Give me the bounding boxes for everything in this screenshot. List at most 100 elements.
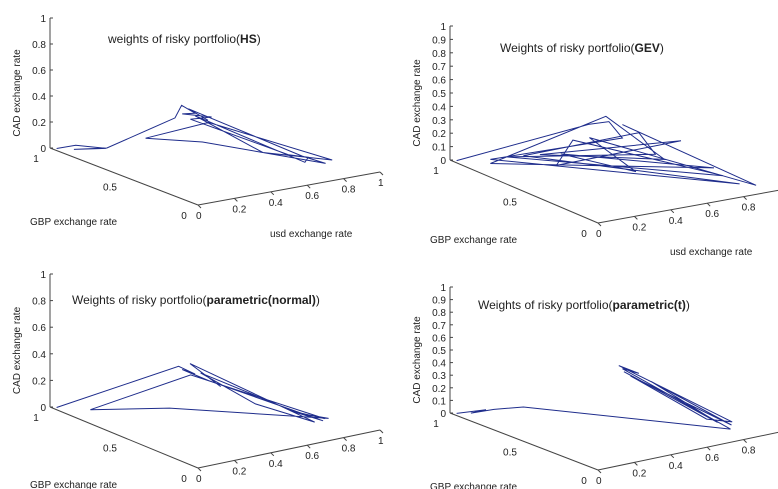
y-tick-label: 1	[433, 419, 439, 430]
chart-title: Weights of risky portfolio(parametric(no…	[72, 293, 320, 307]
y-tick-label: 1	[433, 166, 439, 177]
x-tick-mark	[379, 171, 384, 176]
z-axis-label: CAD exchange rate	[12, 306, 23, 394]
z-tick-label: 0.9	[432, 35, 446, 46]
z-tick-label: 0.2	[32, 376, 46, 387]
z-tick-label: 0.4	[32, 92, 46, 103]
x-tick-mark	[706, 446, 711, 451]
z-tick-label: 0.2	[32, 118, 46, 129]
z-axis-label: CAD exchange rate	[412, 316, 423, 404]
z-tick-label: 0.8	[32, 40, 46, 51]
x-tick-label: 0.2	[632, 468, 646, 479]
x-tick-label: 0.8	[742, 203, 756, 214]
x-axis-label: usd exchange rate	[270, 229, 353, 240]
x-tick-label: 0.8	[342, 185, 356, 196]
z-tick-label: 0.8	[32, 297, 46, 308]
chart-title: Weights of risky portfolio(parametric(t)…	[478, 298, 690, 312]
chart-title: Weights of risky portfolio(GEV)	[500, 41, 664, 55]
series-line	[56, 104, 333, 164]
y-axis-line	[49, 147, 199, 206]
x-tick-mark	[270, 191, 275, 196]
x-tick-label: 0.6	[305, 451, 319, 462]
z-tick-label: 0	[40, 144, 46, 155]
y-tick-label: 0	[181, 211, 187, 222]
x-tick-mark	[670, 209, 675, 214]
y-axis-label: GBP exchange rate	[430, 482, 518, 489]
x-tick-mark	[634, 216, 638, 220]
z-tick-label: 0.8	[432, 49, 446, 60]
y-axis-label: GBP exchange rate	[30, 217, 118, 228]
y-axis-label: GBP exchange rate	[430, 235, 518, 246]
x-tick-mark	[634, 462, 638, 466]
x-tick-mark	[743, 196, 747, 200]
x-tick-label: 0.4	[269, 198, 283, 209]
z-tick-label: 0.3	[432, 371, 446, 382]
y-tick-label: 1	[33, 154, 39, 165]
z-tick-label: 0.4	[32, 350, 46, 361]
z-tick-label: 0.9	[432, 296, 446, 307]
z-tick-label: 1	[40, 14, 46, 25]
series-line	[56, 363, 329, 423]
chart-panel-4: 00.20.40.60.8100.5100.10.20.30.40.50.60.…	[412, 283, 778, 489]
x-tick-label: 0.4	[669, 216, 683, 227]
x-tick-mark	[270, 452, 275, 457]
x-tick-mark	[306, 444, 311, 449]
y-tick-label: 0.5	[103, 183, 117, 194]
x-tick-label: 0.2	[232, 466, 246, 477]
y-tick-label: 0	[581, 229, 587, 240]
z-tick-label: 0.5	[432, 346, 446, 357]
z-tick-label: 0.6	[32, 323, 46, 334]
y-tick-label: 1	[33, 413, 39, 424]
z-axis-label: CAD exchange rate	[12, 49, 23, 137]
x-tick-label: 0.2	[632, 222, 646, 233]
z-tick-label: 1	[440, 283, 446, 294]
z-tick-label: 1	[40, 270, 46, 281]
x-axis-line	[197, 429, 381, 469]
x-tick-label: 0.4	[669, 461, 683, 472]
x-tick-mark	[597, 222, 602, 227]
x-tick-mark	[597, 469, 602, 474]
series-line	[456, 115, 757, 186]
x-tick-label: 0.4	[269, 459, 283, 470]
x-tick-mark	[234, 460, 238, 464]
x-tick-mark	[197, 204, 202, 209]
x-axis-line	[197, 171, 381, 206]
x-tick-label: 1	[378, 178, 384, 189]
y-tick-label: 0.5	[103, 444, 117, 455]
x-tick-mark	[306, 184, 311, 189]
y-axis-label: GBP exchange rate	[30, 480, 118, 489]
z-tick-label: 0.7	[432, 62, 446, 73]
x-tick-mark	[343, 178, 347, 182]
x-tick-label: 0.8	[342, 444, 356, 455]
z-tick-label: 0	[440, 156, 446, 167]
x-tick-label: 0.6	[305, 191, 319, 202]
z-tick-label: 0.1	[432, 396, 446, 407]
z-tick-label: 0.8	[432, 308, 446, 319]
x-tick-mark	[706, 202, 711, 207]
x-tick-mark	[743, 439, 747, 443]
z-tick-label: 0.6	[32, 66, 46, 77]
z-tick-label: 0.4	[432, 102, 446, 113]
z-tick-label: 0.6	[432, 333, 446, 344]
z-tick-label: 0.1	[432, 143, 446, 154]
z-tick-label: 0	[440, 409, 446, 420]
x-axis-line	[597, 189, 778, 224]
z-tick-label: 1	[440, 22, 446, 33]
z-tick-label: 0.2	[432, 129, 446, 140]
z-tick-label: 0.4	[432, 359, 446, 370]
z-tick-label: 0.6	[432, 76, 446, 87]
y-tick-label: 0.5	[503, 198, 517, 209]
x-tick-mark	[379, 429, 384, 434]
z-tick-label: 0.5	[432, 89, 446, 100]
x-tick-label: 0	[596, 476, 602, 487]
x-tick-label: 1	[378, 436, 384, 447]
chart-panel-2: 00.20.40.60.8100.5100.10.20.30.40.50.60.…	[412, 22, 778, 258]
x-tick-label: 0	[596, 229, 602, 240]
x-tick-label: 0.6	[705, 209, 719, 220]
y-axis-line	[49, 406, 199, 469]
y-tick-label: 0.5	[503, 448, 517, 459]
z-tick-label: 0.7	[432, 321, 446, 332]
